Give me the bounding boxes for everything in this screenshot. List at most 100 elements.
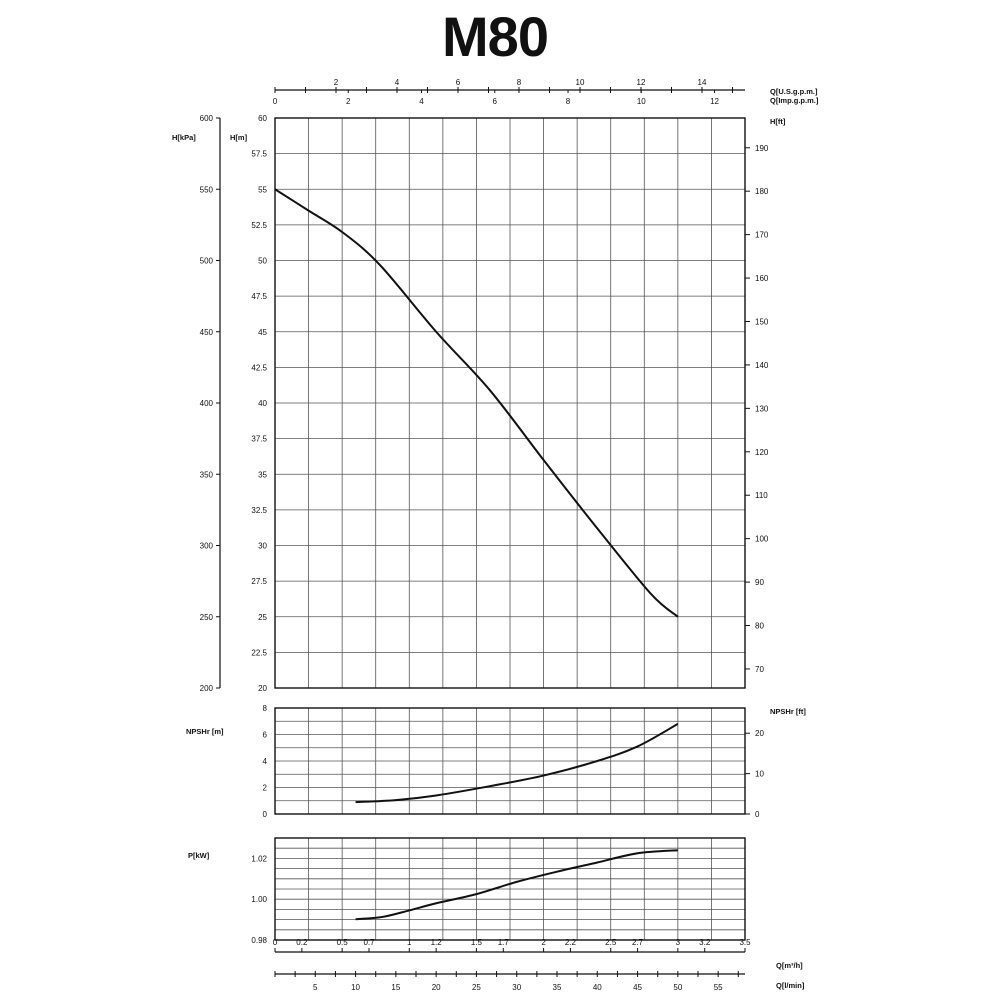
x-tick-label-impgpm: 10	[637, 97, 646, 106]
x-tick-label-usgpm: 10	[576, 78, 585, 87]
x-tick-label-q-m3h: 2.5	[605, 938, 617, 947]
x-tick-label-q-m3h: 1.5	[471, 938, 483, 947]
y-tick-label-ft: 170	[755, 231, 769, 240]
y-tick-label-kpa: 250	[200, 613, 214, 622]
y-tick-label-ft: 140	[755, 361, 769, 370]
x-tick-label-q-m3h: 3.5	[739, 938, 751, 947]
y-tick-label-h-m: 35	[258, 470, 267, 479]
x-tick-label-q-m3h: 0.2	[296, 938, 308, 947]
y-axis-label-ft: H[ft]	[770, 117, 786, 126]
x-tick-label-q-m3h: 2	[541, 938, 546, 947]
x-tick-label-q-lmin: 35	[553, 983, 562, 992]
y-tick-label-ft: 100	[755, 535, 769, 544]
y-tick-label-kpa: 550	[200, 185, 214, 194]
x-tick-label-usgpm: 14	[698, 78, 707, 87]
x-tick-label-q-lmin: 40	[593, 983, 602, 992]
x-tick-label-usgpm: 4	[395, 78, 400, 87]
series-line-npsh	[355, 723, 679, 804]
y-tick-label-h-m: 47.5	[251, 292, 267, 301]
y-axis-label-npsh-ft: NPSHr [ft]	[770, 707, 806, 716]
plot-frame	[274, 837, 746, 941]
y-tick-label-kpa: 450	[200, 328, 214, 337]
y-tick-label-kpa: 600	[200, 114, 214, 123]
y-tick-label-npsh-m: 6	[263, 731, 268, 740]
y-tick-label-h-m: 40	[258, 399, 267, 408]
y-tick-label-h-m: 57.5	[251, 150, 267, 159]
x-tick-label-q-m3h: 1.2	[431, 938, 443, 947]
x-tick-label-q-m3h: 3.2	[699, 938, 711, 947]
y-tick-label-ft: 180	[755, 187, 769, 196]
series-line-head	[274, 188, 679, 618]
y-tick-label-npsh-m: 8	[263, 704, 268, 713]
x-tick-label-usgpm: 6	[456, 78, 461, 87]
y-tick-label-h-m: 50	[258, 257, 267, 266]
y-tick-label-h-m: 32.5	[251, 506, 267, 515]
x-tick-label-impgpm: 2	[346, 97, 351, 106]
y-axis-label-power: P[kW]	[188, 851, 210, 860]
x-tick-label-q-lmin: 10	[351, 983, 360, 992]
x-tick-label-impgpm: 0	[273, 97, 278, 106]
x-tick-label-q-m3h: 0.7	[363, 938, 375, 947]
y-tick-label-h-m: 22.5	[251, 648, 267, 657]
y-tick-label-power: 1.02	[251, 854, 267, 863]
y-tick-label-npsh-m: 2	[263, 784, 268, 793]
plot-frame	[274, 707, 746, 815]
y-tick-label-npsh-m: 4	[263, 757, 268, 766]
y-tick-label-h-m: 27.5	[251, 577, 267, 586]
y-tick-label-kpa: 200	[200, 684, 214, 693]
chart-title: M80	[442, 5, 549, 68]
x-tick-label-q-m3h: 1.7	[498, 938, 510, 947]
y-tick-label-ft: 90	[755, 578, 764, 587]
y-tick-label-kpa: 300	[200, 542, 214, 551]
y-tick-label-h-m: 25	[258, 613, 267, 622]
axis-label-impgpm: Q[Imp.g.p.m.]	[770, 96, 819, 105]
x-tick-label-impgpm: 8	[566, 97, 571, 106]
y-tick-label-h-m: 42.5	[251, 363, 267, 372]
y-tick-label-npsh-ft: 20	[755, 729, 764, 738]
y-tick-label-ft: 190	[755, 144, 769, 153]
plot-frame	[274, 117, 746, 689]
y-tick-label-kpa: 350	[200, 470, 214, 479]
x-tick-label-impgpm: 12	[710, 97, 719, 106]
x-tick-label-q-m3h: 0.5	[337, 938, 349, 947]
y-axis-label-npsh-m: NPSHr [m]	[186, 727, 224, 736]
y-axis-label-kpa: H[kPa]	[172, 133, 196, 142]
y-tick-label-h-m: 55	[258, 185, 267, 194]
y-tick-label-ft: 130	[755, 404, 769, 413]
x-tick-label-usgpm: 12	[637, 78, 646, 87]
axis-label-usgpm: Q[U.S.g.p.m.]	[770, 87, 818, 96]
x-tick-label-q-lmin: 50	[673, 983, 682, 992]
x-tick-label-q-lmin: 30	[512, 983, 521, 992]
y-tick-label-kpa: 400	[200, 399, 214, 408]
y-tick-label-ft: 110	[755, 491, 768, 500]
y-tick-label-h-m: 52.5	[251, 221, 267, 230]
x-tick-label-usgpm: 8	[517, 78, 522, 87]
x-tick-label-q-lmin: 55	[714, 983, 723, 992]
x-tick-label-q-m3h: 1	[407, 938, 412, 947]
y-tick-label-kpa: 500	[200, 257, 214, 266]
x-tick-label-impgpm: 4	[419, 97, 424, 106]
y-tick-label-npsh-ft: 0	[755, 810, 760, 819]
y-tick-label-h-m: 30	[258, 542, 267, 551]
y-tick-label-h-m: 37.5	[251, 435, 267, 444]
y-tick-label-ft: 160	[755, 274, 769, 283]
y-tick-label-npsh-ft: 10	[755, 770, 764, 779]
x-tick-label-q-m3h: 2.2	[565, 938, 577, 947]
y-tick-label-h-m: 60	[258, 114, 267, 123]
x-tick-label-q-m3h: 3	[676, 938, 681, 947]
series-line-power	[355, 849, 678, 921]
y-tick-label-power: 0.98	[251, 936, 267, 945]
y-tick-label-h-m: 45	[258, 328, 267, 337]
x-tick-label-q-m3h: 2.7	[632, 938, 644, 947]
y-tick-label-ft: 70	[755, 665, 764, 674]
x-tick-label-usgpm: 2	[334, 78, 339, 87]
y-axis-label-h-m: H[m]	[230, 133, 248, 142]
x-tick-label-q-lmin: 45	[633, 983, 642, 992]
y-tick-label-h-m: 20	[258, 684, 267, 693]
y-tick-label-ft: 150	[755, 317, 769, 326]
x-tick-label-q-lmin: 5	[313, 983, 318, 992]
axis-label-q-m3h: Q[m³/h]	[776, 961, 803, 970]
x-tick-label-q-lmin: 25	[472, 983, 481, 992]
x-tick-label-impgpm: 6	[493, 97, 498, 106]
